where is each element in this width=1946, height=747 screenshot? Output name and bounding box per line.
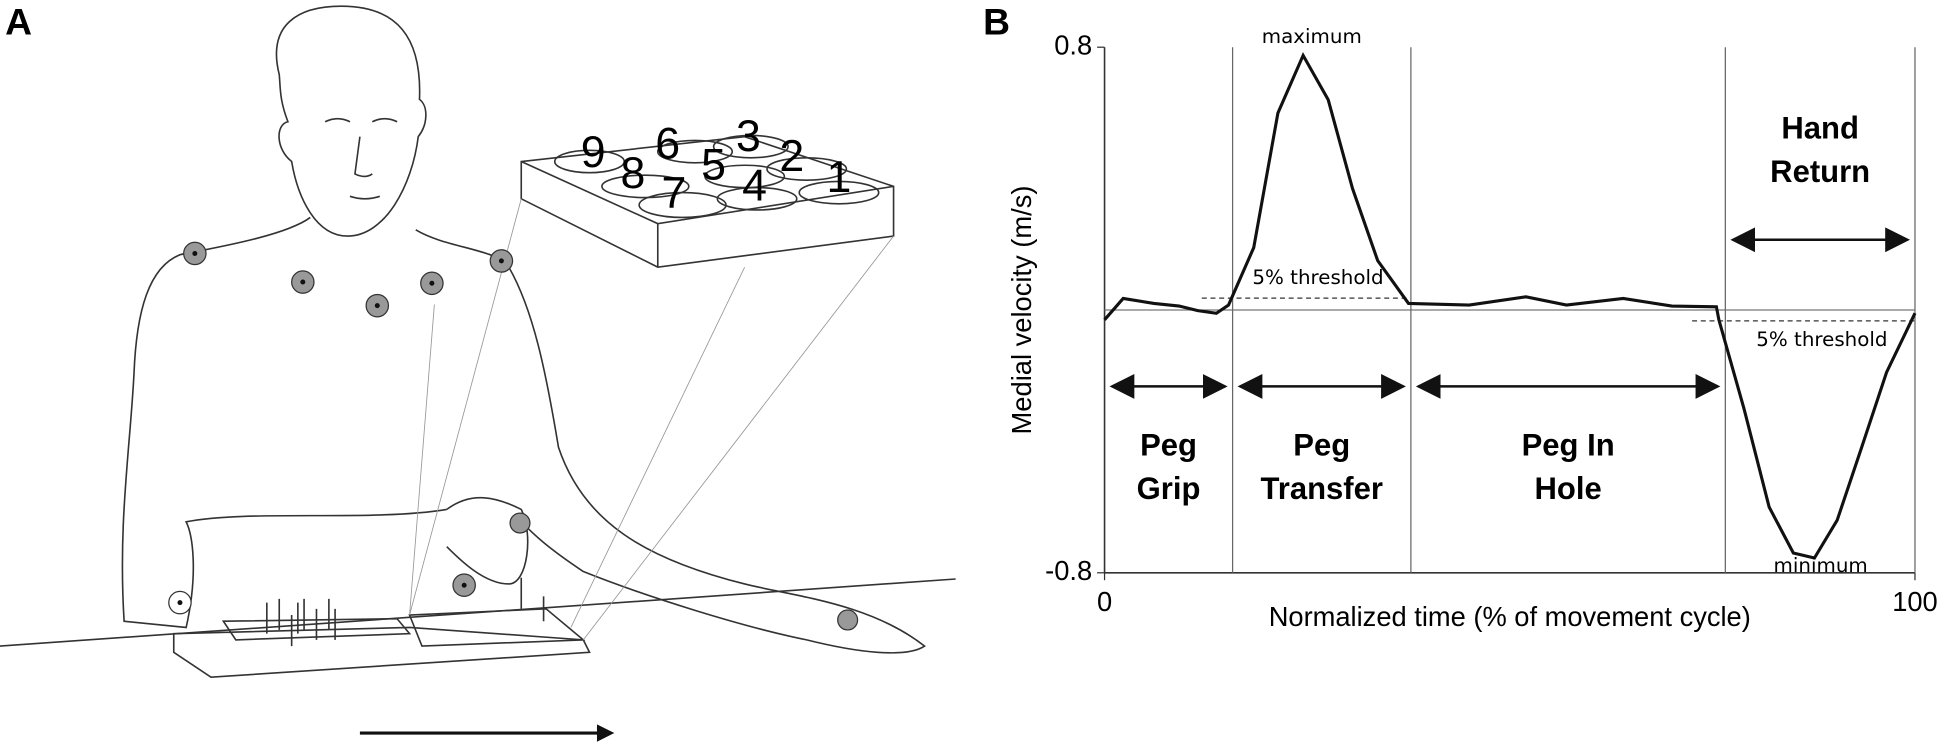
board-number: 8: [621, 149, 646, 198]
phase-label: Hand: [1781, 111, 1859, 146]
velocity-line: [1103, 51, 1917, 560]
x-tick-label: 100: [1892, 586, 1938, 617]
board-number: 7: [661, 169, 686, 218]
phase-label: Grip: [1137, 471, 1201, 506]
min-annotation: minimum: [1774, 554, 1868, 577]
board-number: 3: [736, 112, 761, 161]
x-tick-label: 0: [1097, 586, 1112, 617]
board-number: 9: [581, 128, 606, 177]
phase-label: Peg: [1293, 427, 1350, 462]
phase-label: Peg: [1140, 427, 1197, 462]
threshold-label: 5% threshold: [1252, 266, 1383, 289]
chart: B -0.8 0.8 0 100 Medial velocity (m/s) Normali…: [983, 1, 1938, 632]
threshold-label: 5% threshold: [1756, 328, 1887, 351]
board-number: 5: [701, 141, 726, 190]
phase-label: Peg In: [1522, 427, 1615, 462]
board-number: 1: [827, 153, 852, 202]
phase-label: Transfer: [1261, 471, 1383, 506]
y-tick-label: 0.8: [1054, 29, 1092, 60]
panel-label: A: [5, 1, 32, 43]
y-tick-label: -0.8: [1045, 555, 1092, 586]
panel-label: B: [983, 1, 1010, 43]
board-number: 2: [779, 132, 804, 181]
panel-a-drawing: A: [0, 1, 956, 742]
phase-label: Hole: [1535, 471, 1602, 506]
board-number: 6: [655, 119, 680, 168]
y-axis-label: Medial velocity (m/s): [1006, 186, 1037, 435]
x-axis-label: Normalized time (% of movement cycle): [1269, 601, 1751, 632]
max-annotation: maximum: [1262, 25, 1362, 48]
board-number: 4: [742, 162, 767, 211]
phase-label: Return: [1770, 154, 1870, 189]
